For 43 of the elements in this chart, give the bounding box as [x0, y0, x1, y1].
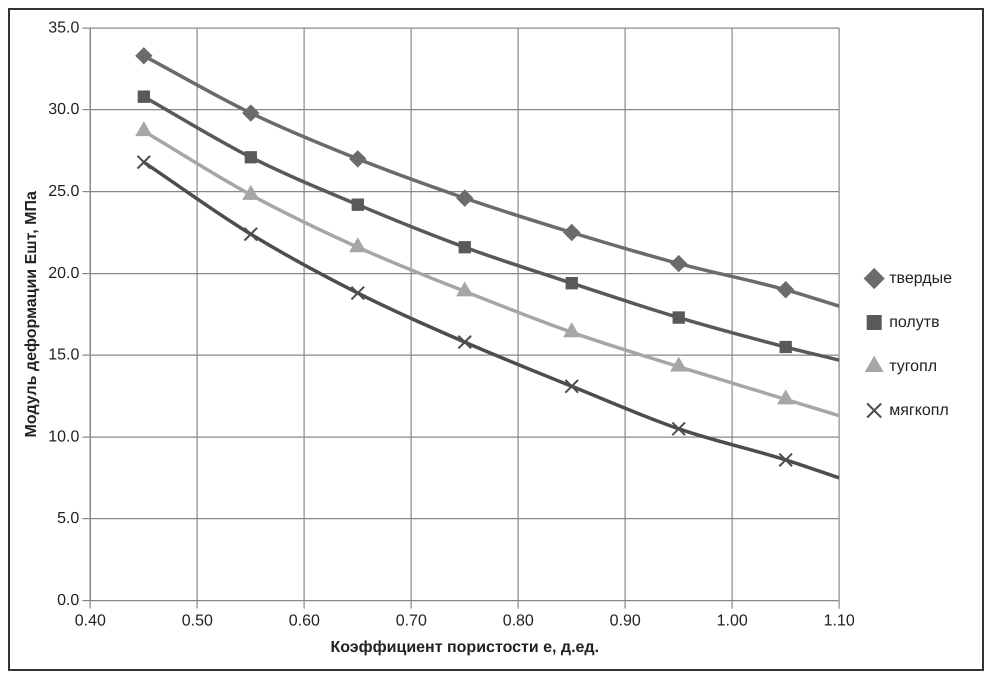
x-tick-label: 0.60: [288, 612, 320, 630]
x-tick-label: 0.50: [182, 612, 213, 630]
legend-label: полутв: [889, 314, 940, 331]
point: [242, 104, 260, 122]
legend-label: твердые: [889, 270, 952, 287]
x-tick-label: 1.10: [824, 612, 855, 630]
point: [777, 281, 794, 298]
x-tick-label: 1.00: [716, 612, 748, 630]
point: [456, 190, 474, 207]
y-tick-label: 5.0: [57, 510, 80, 528]
legend-label: мягкопл: [889, 402, 949, 419]
point: [457, 334, 472, 350]
y-tick-label: 0.0: [57, 592, 80, 610]
point: [352, 198, 364, 211]
point: [670, 255, 688, 272]
x-tick-label: 0.70: [396, 612, 427, 630]
y-tick-label: 10.0: [48, 428, 80, 446]
point: [671, 421, 686, 436]
point: [564, 378, 580, 394]
x-axis-title: Коэффициент пористости e, д.ед.: [330, 638, 600, 656]
point: [136, 154, 152, 170]
y-tick-label: 25.0: [48, 183, 80, 200]
point: [458, 241, 471, 254]
point: [780, 340, 792, 354]
point: [135, 47, 152, 64]
legend-label: тугопл: [889, 358, 938, 375]
point: [350, 286, 366, 300]
point: [243, 226, 258, 242]
point: [672, 311, 685, 324]
x-tick-label: 0.40: [74, 612, 106, 630]
point: [778, 452, 794, 468]
x-tick-label: 0.90: [610, 612, 641, 630]
y-tick-label: 35.0: [48, 19, 80, 36]
point: [349, 150, 366, 168]
x-tick-label: 0.80: [502, 612, 534, 630]
y-tick-label: 30.0: [48, 101, 80, 118]
y-axis-title: Модуль деформации Eшт, МПа: [23, 191, 40, 438]
point: [138, 90, 150, 103]
point: [566, 277, 578, 290]
y-tick-label: 20.0: [48, 264, 80, 282]
y-tick-label: 15.0: [48, 346, 80, 364]
point: [563, 224, 580, 241]
point: [244, 151, 257, 164]
